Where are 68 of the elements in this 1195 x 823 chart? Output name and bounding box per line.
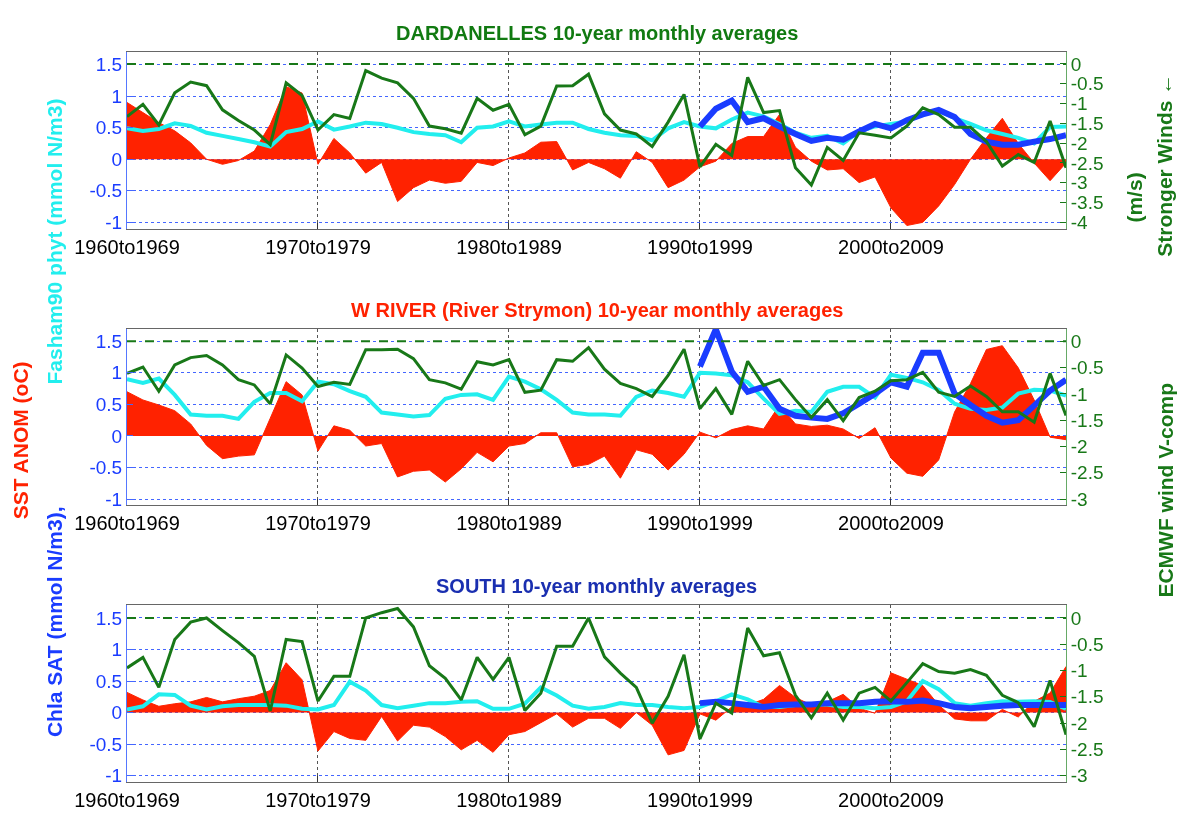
y2-tick-label: -1.5 [1070,686,1104,708]
text: Stronger Winds ← [1153,73,1177,257]
chart-title: SOUTH 10-year monthly averages [436,575,758,597]
y2-tick-label: -1 [1070,93,1088,115]
y2-tick-label: -0.5 [1070,633,1104,655]
x-tick-label: 1970to1979 [265,235,371,258]
x-tick-label: 1980to1989 [456,235,562,258]
y2-tick-label: -4 [1070,211,1089,233]
y-axis-title: SST ANOM (oC) [8,361,32,520]
y2-tick-label: -1 [1070,383,1088,405]
y-tick-label: 0 [111,425,123,447]
y2-tick-label: -3 [1070,172,1088,194]
y2-tick-label: -3.5 [1070,192,1104,214]
x-tick-label: 2000to2009 [838,789,944,811]
text: Chla SAT (mmol N/m3), [43,506,67,738]
y2-tick-label: 0 [1070,330,1082,352]
chart-title: DARDANELLES 10-year monthly averages [396,22,799,44]
line-series [127,606,1066,741]
y2-tick-label: -2 [1070,436,1088,458]
y2-tick-label: -2.5 [1070,462,1104,484]
x-tick-label: 2000to2009 [838,512,944,535]
y-tick-label: 1.5 [95,330,123,352]
x-tick-label: 1990to1999 [647,235,753,258]
y2-tick-label: -2 [1070,132,1088,154]
x-tick-label: 1960to1969 [74,789,180,811]
y2-tick-label: -3 [1070,488,1088,510]
x-tick-label: 1970to1979 [265,512,371,535]
chart-title: W RIVER (River Strymon) 10-year monthly averages [351,299,844,321]
line-series [127,346,1066,424]
y2-tick-label: -1.5 [1070,409,1104,431]
y-tick-label: -0.5 [89,733,123,755]
y2-tick-label: -2.5 [1070,152,1104,174]
text: (m/s) [1122,172,1146,223]
y-tick-label: -0.5 [89,457,123,479]
x-tick-label: 1970to1979 [265,789,371,811]
y2-tick-label: -3 [1070,765,1088,787]
y-tick-label: 0 [111,702,123,724]
y2-tick-label: -1 [1070,660,1088,682]
x-tick-label: 1960to1969 [74,235,180,258]
y-tick-label: 0.5 [95,394,123,416]
x-tick-label: 1990to1999 [647,512,753,535]
y2-axis-title: ECMWF wind V-comp [1153,382,1177,598]
y-tick-label: 1 [111,85,123,107]
y-tick-label: 0.5 [95,117,123,139]
y2-tick-label: -1.5 [1070,112,1104,134]
y-tick-label: -1 [105,765,123,787]
y2-tick-label: -0.5 [1070,357,1104,379]
y-tick-label: -1 [105,212,123,233]
y-tick-label: -1 [105,488,123,510]
x-tick-label: 1990to1999 [647,789,753,811]
y2-tick-label: 0 [1070,53,1082,75]
y2-tick-label: -0.5 [1070,73,1104,95]
y2-tick-label: 0 [1070,607,1082,629]
x-tick-label: 1980to1989 [456,512,562,535]
x-tick-label: 2000to2009 [838,235,944,258]
x-tick-label: 1960to1969 [74,512,180,535]
y-tick-label: 0 [111,148,123,170]
y-tick-label: 1.5 [95,607,123,629]
line-series [127,69,1066,187]
y2-tick-label: -2 [1070,712,1088,734]
y-tick-label: -0.5 [89,180,123,202]
y-tick-label: 1.5 [95,54,123,76]
y-tick-label: 1 [111,362,123,384]
y-tick-label: 1 [111,639,123,661]
text: Fasham90 phyt (mmol N/m3) [42,98,66,385]
y-tick-label: 0.5 [95,670,123,692]
y2-tick-label: -2.5 [1070,739,1104,761]
x-tick-label: 1980to1989 [456,789,562,811]
